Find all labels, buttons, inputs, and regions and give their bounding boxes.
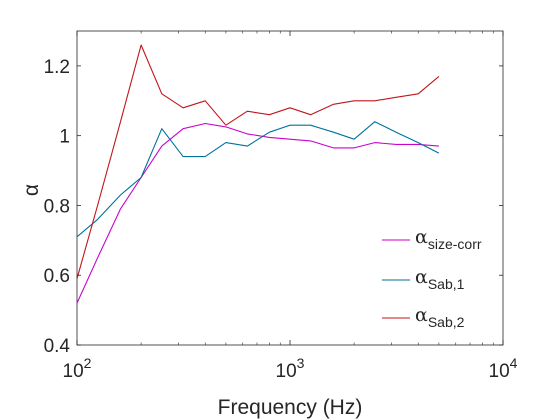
- series-line-2: [76, 121, 440, 238]
- legend-label: αSab,1: [415, 266, 465, 292]
- x-tick-label: 102: [63, 355, 92, 382]
- legend-label: αsize-corr: [415, 226, 482, 252]
- y-tick-label: 1.2: [44, 57, 70, 78]
- x-tick-label: 103: [276, 355, 305, 382]
- axes: 0.4 0.6 0.8 1 1.2 102 103 104: [44, 31, 518, 382]
- y-tick-label: 1: [59, 127, 70, 148]
- y-tick-label: 0.6: [44, 266, 70, 287]
- x-tick-label: 104: [489, 355, 518, 382]
- series-line-1: [76, 122, 439, 304]
- series-lines: [76, 44, 440, 304]
- legend-label: αSab,2: [415, 304, 465, 330]
- plot-area: [76, 30, 504, 346]
- legend: αsize-corr αSab,1 αSab,2: [382, 226, 482, 330]
- y-tick-label: 0.4: [44, 336, 71, 357]
- series-line-3: [76, 44, 440, 279]
- y-tick-label: 0.8: [44, 196, 70, 217]
- y-axis-title: α: [20, 184, 43, 196]
- x-axis-title: Frequency (Hz): [218, 396, 363, 419]
